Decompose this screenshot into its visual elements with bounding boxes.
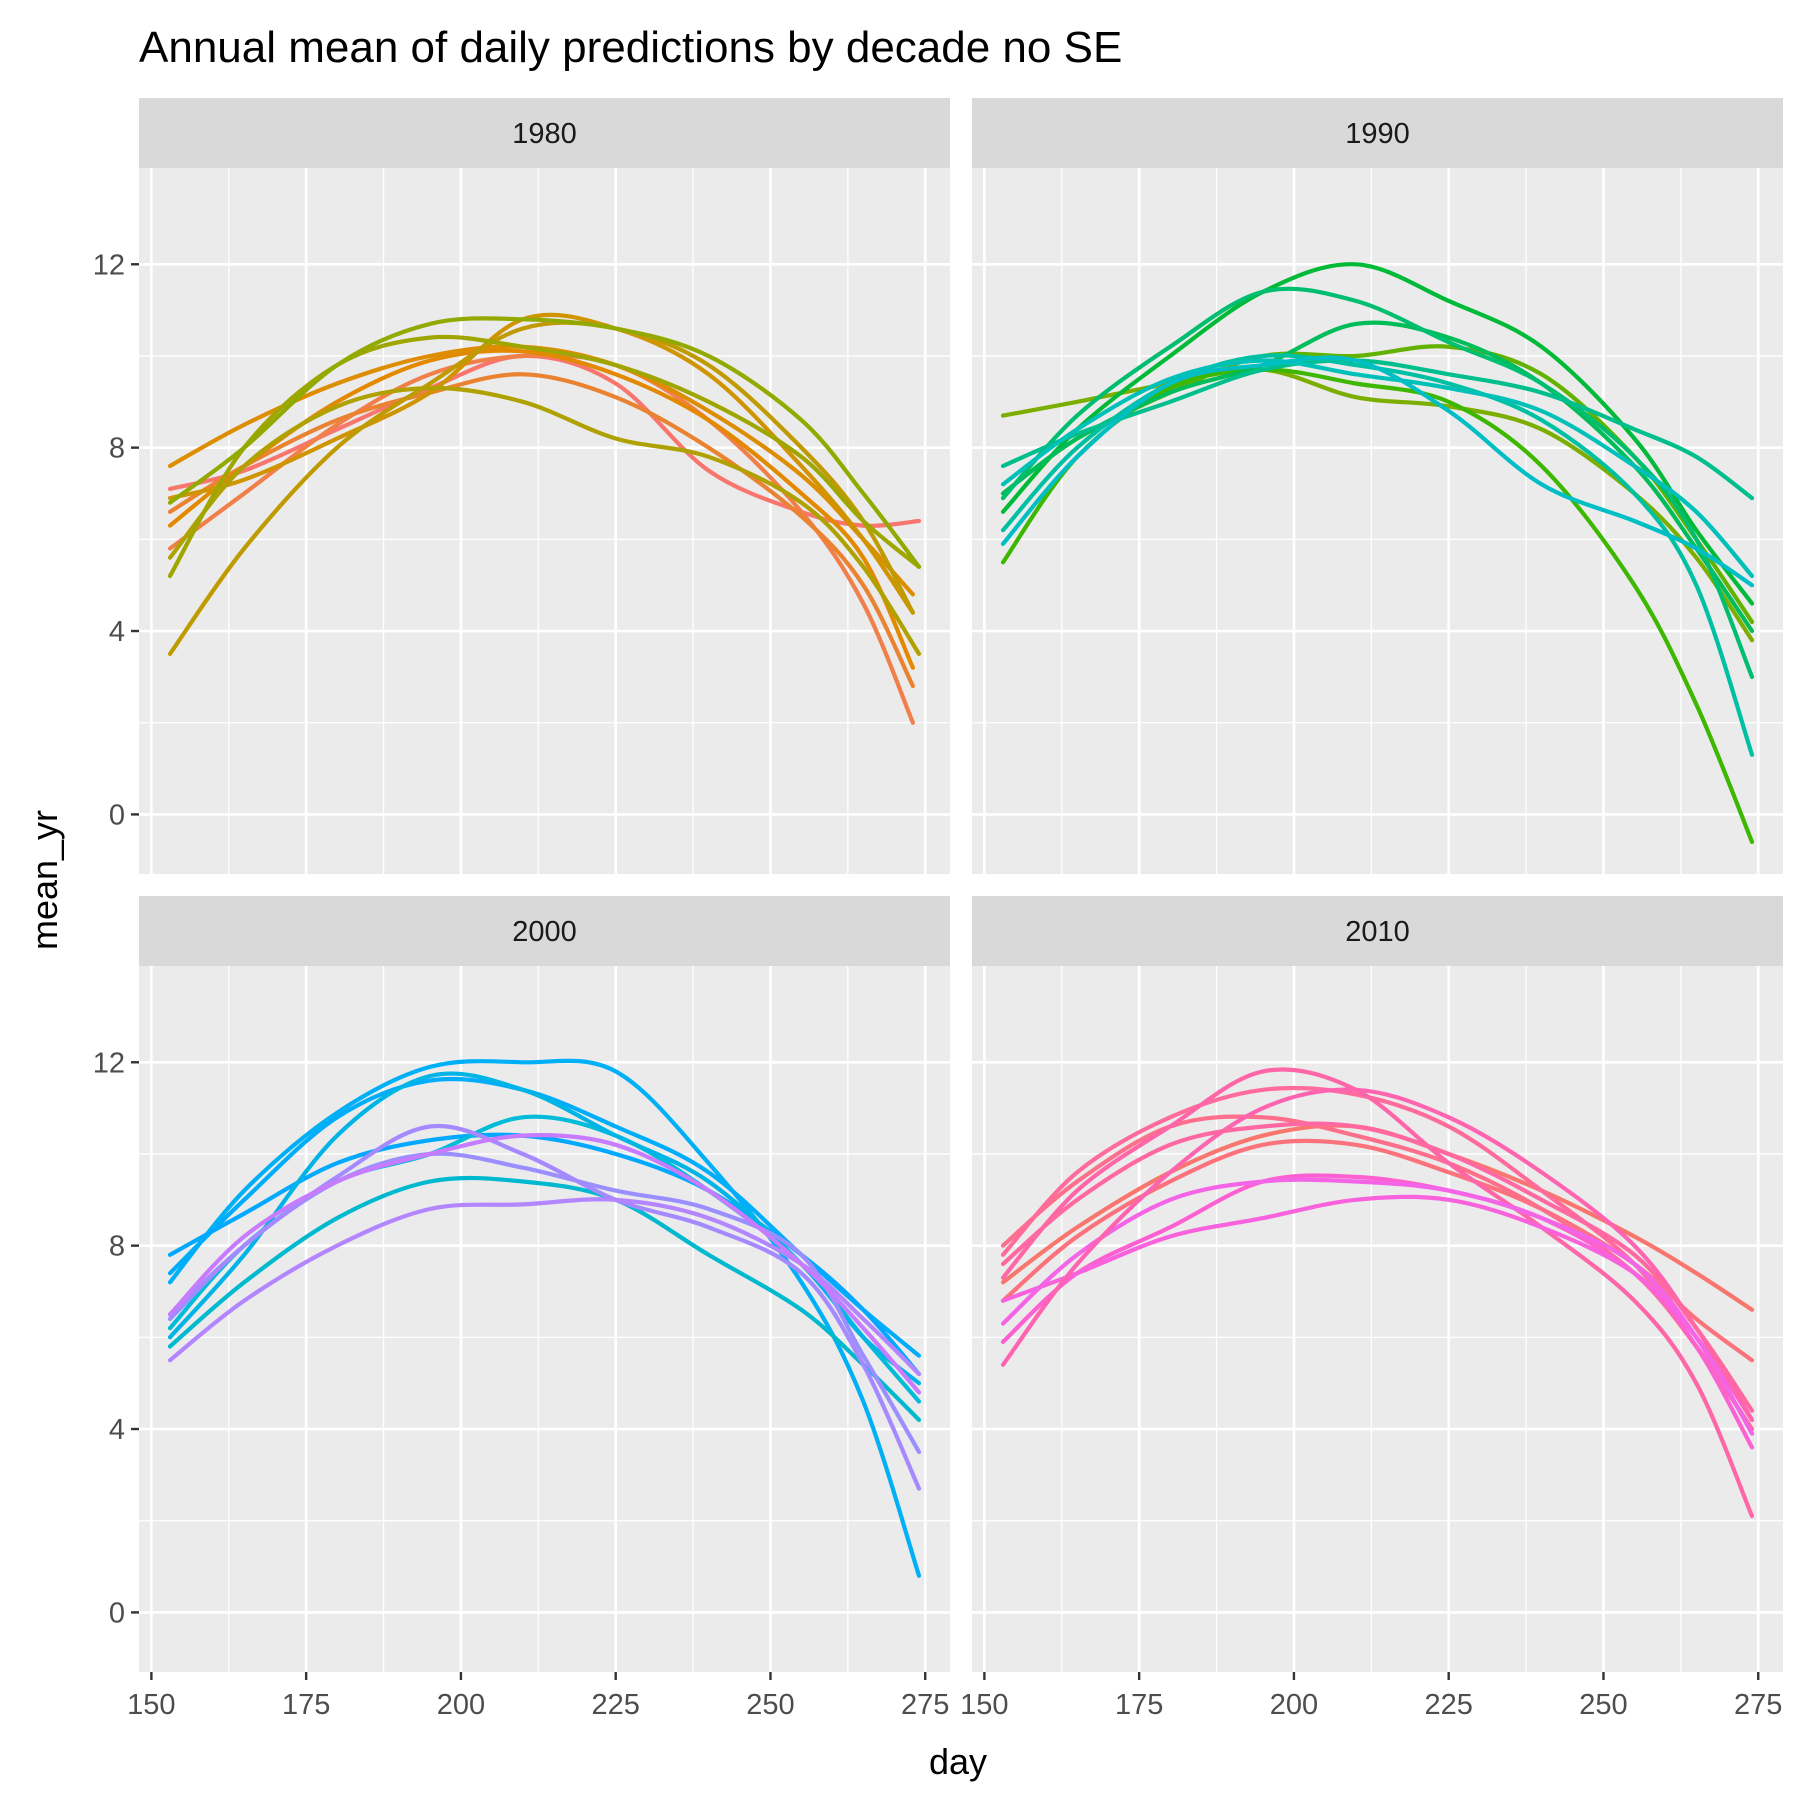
series-line-2010-5	[1000, 1067, 1755, 1519]
y-tick-label: 12	[93, 1047, 125, 1079]
series-line-1980-10	[167, 316, 922, 569]
series-line-1980-8	[167, 385, 922, 656]
y-tick-label: 12	[93, 249, 125, 281]
x-tick-label: 150	[127, 1689, 175, 1721]
series-line-1990-1	[1000, 367, 1755, 643]
series-line-2010-8	[1000, 1177, 1755, 1436]
series-line-2000-8	[167, 1123, 922, 1491]
x-tick-label: 250	[746, 1689, 794, 1721]
facet-panels: 1980 0 4 8 12 1990 2000 0 4 8 12 150 175 200 225 250 275…	[93, 98, 1783, 1721]
y-tick-label: 8	[109, 1231, 125, 1263]
y-tick-label: 4	[109, 616, 125, 648]
series-line-1980-3	[167, 372, 915, 689]
y-axis-title: mean_yr	[24, 810, 65, 950]
series-line-1980-6	[167, 312, 915, 615]
x-tick-label: 175	[282, 1689, 330, 1721]
y-tick-label: 0	[109, 799, 125, 831]
series-line-2000-3	[167, 1132, 922, 1377]
chart-title: Annual mean of daily predictions by deca…	[139, 23, 1122, 72]
facet-strip-label: 2010	[1345, 916, 1410, 948]
facet-strip	[139, 98, 950, 168]
facet-strip-label: 1980	[512, 118, 577, 150]
x-tick-label: 200	[437, 1689, 485, 1721]
x-tick-label: 275	[901, 1689, 949, 1721]
x-tick-label: 150	[960, 1689, 1008, 1721]
series-line-2000-5	[167, 1071, 922, 1386]
series-line-1980-9	[167, 334, 922, 579]
series-line-1990-6	[1000, 286, 1755, 679]
series-line-2010-7	[1000, 1194, 1755, 1422]
x-tick-label: 250	[1579, 1689, 1627, 1721]
series-line-2000-9	[167, 1197, 922, 1377]
facet-strip	[139, 896, 950, 966]
series-line-1990-10	[1000, 355, 1755, 588]
facet-strip-label: 1990	[1345, 118, 1410, 150]
x-tick-label: 225	[591, 1689, 639, 1721]
series-line-2000-6	[167, 1175, 922, 1422]
series-line-2010-10	[1000, 1121, 1755, 1413]
x-tick-label: 200	[1270, 1689, 1318, 1721]
facet-panel-1980: 1980 0 4 8 12	[93, 98, 950, 874]
series-line-2000-1	[167, 1058, 922, 1578]
x-tick-label: 275	[1734, 1689, 1782, 1721]
panel-background	[972, 966, 1783, 1672]
y-tick-label: 4	[109, 1414, 125, 1446]
x-tick-label: 225	[1424, 1689, 1472, 1721]
facet-panel-1990: 1990	[972, 98, 1783, 874]
series-line-1990-7	[1000, 358, 1755, 501]
panel-background	[139, 966, 950, 1672]
panel-background	[139, 168, 950, 874]
series-line-2000-10	[167, 1132, 922, 1395]
facet-panel-2010: 2010 150 175 200 225 250 275	[960, 896, 1783, 1721]
panel-background	[972, 168, 1783, 874]
series-line-2010-9	[1000, 1087, 1755, 1422]
facet-strip-label: 2000	[512, 916, 577, 948]
x-axis-title: day	[929, 1741, 987, 1782]
facet-strip	[972, 896, 1783, 966]
y-tick-label: 8	[109, 433, 125, 465]
facet-panel-2000: 2000 0 4 8 12 150 175 200 225 250 275	[93, 896, 950, 1721]
series-line-2010-6	[1000, 1173, 1755, 1450]
series-line-1990-4	[1000, 262, 1755, 606]
y-tick-label: 0	[109, 1597, 125, 1629]
series-line-1990-8	[1000, 353, 1755, 757]
facet-strip	[972, 98, 1783, 168]
series-line-1980-1	[167, 353, 922, 528]
x-tick-label: 175	[1115, 1689, 1163, 1721]
